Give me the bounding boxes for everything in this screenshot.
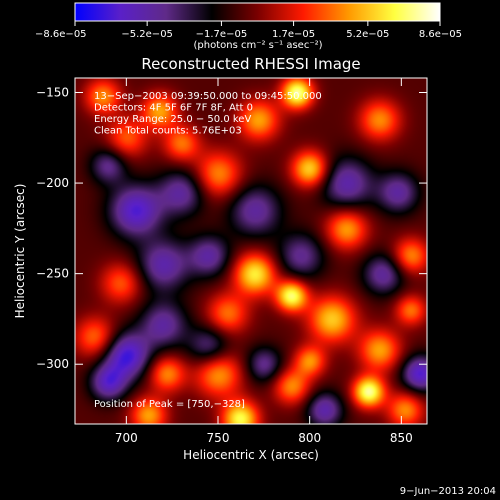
colorbar — [74, 2, 441, 22]
x-axis: 700 750 800 850 — [115, 78, 413, 445]
footer-date: 9−Jun−2013 20:04 — [400, 486, 496, 497]
x-tick-label: 750 — [207, 431, 230, 445]
colorbar-ticks: −8.6e−05 −5.2e−05 −1.7e−05 1.7e−05 5.2e−05 8.… — [35, 21, 462, 40]
y-tick-label: −300 — [36, 357, 69, 371]
x-tick-label: 850 — [390, 431, 413, 445]
chart-title: Reconstructed RHESSI Image — [141, 55, 360, 73]
colorbar-tick-label: 5.2e−05 — [346, 29, 389, 40]
x-axis-label: Heliocentric X (arcsec) — [183, 448, 319, 462]
annotation-line: Detectors: 4F 5F 6F 7F 8F, Att 0 — [94, 103, 253, 114]
x-tick-label: 800 — [298, 431, 321, 445]
annotation-line: 13−Sep−2003 09:39:50.000 to 09:45:50.000 — [94, 91, 322, 102]
annotation-block: 13−Sep−2003 09:39:50.000 to 09:45:50.000… — [94, 91, 322, 137]
colorbar-tick-label: 1.7e−05 — [272, 29, 315, 40]
y-tick-label: −150 — [36, 85, 69, 99]
colorbar-tick-label: −1.7e−05 — [196, 29, 248, 40]
colorbar-tick-label: −5.2e−05 — [121, 29, 173, 40]
annotation-line: Clean Total counts: 5.76E+03 — [94, 126, 242, 137]
colorbar-tick-label: 8.6e−05 — [419, 29, 462, 40]
heatmap-image — [75, 78, 427, 424]
x-tick-label: 700 — [115, 431, 138, 445]
y-tick-label: −200 — [36, 176, 69, 190]
peak-position-label: Position of Peak = [750,−328] — [94, 399, 245, 410]
y-axis-label: Heliocentric Y (arcsec) — [13, 184, 27, 319]
colorbar-tick-label: −8.6e−05 — [35, 29, 87, 40]
plot-frame — [74, 77, 428, 425]
colorbar-units-label: (photons cm⁻² s⁻¹ asec⁻²) — [193, 40, 322, 51]
annotation-line: Energy Range: 25.0 − 50.0 keV — [94, 114, 251, 125]
heatmap-container — [75, 78, 427, 424]
y-tick-label: −250 — [36, 267, 69, 281]
y-axis: −150 −200 −250 −300 — [36, 85, 427, 371]
